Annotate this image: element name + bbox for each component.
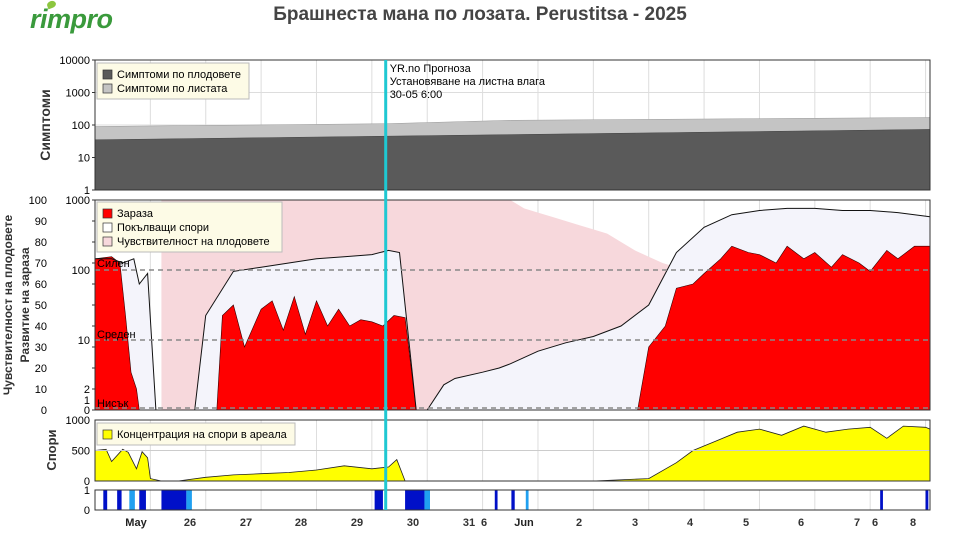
p2-right-tick-label: 1 xyxy=(84,395,90,407)
p1-tick-label: 10 xyxy=(78,153,90,165)
p4-tick-label: 0 xyxy=(84,505,90,517)
p2-left-tick-label: 50 xyxy=(35,300,47,312)
p3-legend-item: Концентрация на спори в ареала xyxy=(117,429,288,441)
p2-legend-item: Покълващи спори xyxy=(117,222,209,234)
p2-right-tick-label: 10 xyxy=(78,335,90,347)
leaf-wetness-bar xyxy=(525,490,529,510)
p2-left-tick-label: 60 xyxy=(35,279,47,291)
leaf-wetness-bar xyxy=(880,490,883,510)
x-tick-label: May xyxy=(125,517,147,529)
leaf-wetness-bar xyxy=(424,490,430,510)
leaf-wetness-bar xyxy=(186,490,192,510)
p2-left-tick-label: 40 xyxy=(35,321,47,333)
p2-legend-item: Чувствителност на плодовете xyxy=(117,236,270,248)
p1-tick-label: 1 xyxy=(84,185,90,197)
chart-title: Брашнеста мана по лозата. Perustitsa - 2… xyxy=(273,4,687,25)
x-tick-label: 8 xyxy=(910,517,916,529)
leaf-wetness-bar xyxy=(405,490,425,510)
forecast-label: 30-05 6:00 xyxy=(390,89,443,101)
leaf-wetness-bar xyxy=(103,490,108,510)
p1-legend: Симптоми по плодовете Симптоми по листата xyxy=(96,62,250,100)
x-tick-label: Jun xyxy=(514,517,534,529)
p2-right-tick-label: 1000 xyxy=(66,195,90,207)
leaf-wetness-bar xyxy=(511,490,515,510)
p3-ylabel: Спори xyxy=(44,429,59,470)
x-tick-label: 3 xyxy=(632,517,638,529)
leaf-wetness-bar xyxy=(374,490,383,510)
x-tick-label: 28 xyxy=(295,517,307,529)
p1-tick-label: 1000 xyxy=(66,88,90,100)
p1-legend-box xyxy=(96,62,250,100)
p3-tick-label: 1000 xyxy=(66,415,90,427)
p2-left-tick-label: 80 xyxy=(35,237,47,249)
risk-label: Силен xyxy=(97,258,130,270)
fruit-symptoms-area xyxy=(94,129,931,191)
p1-tick-label: 10000 xyxy=(59,55,90,67)
leaf-wetness-bar xyxy=(117,490,122,510)
p2-right-tick-label: 0 xyxy=(84,405,90,417)
forecast-label: YR.no Прогноза xyxy=(390,63,472,75)
p2-frame xyxy=(94,199,931,411)
p1-legend-swatch xyxy=(102,69,113,80)
p4-frame xyxy=(94,489,931,511)
x-tick-label: 6 xyxy=(798,517,804,529)
p2-left-tick-label: 20 xyxy=(35,363,47,375)
x-tick-label: 26 xyxy=(184,517,196,529)
p3-legend-box xyxy=(96,422,296,446)
p2-left-tick-label: 90 xyxy=(35,216,47,228)
p2-legend-swatch xyxy=(102,236,113,247)
forecast-label: Установяване на листна влага xyxy=(390,76,546,88)
x-tick-label: 7 xyxy=(854,517,860,529)
x-tick-label: 6 xyxy=(481,517,487,529)
x-tick-label: 2 xyxy=(576,517,582,529)
x-tick-label: 27 xyxy=(240,517,252,529)
leaf-wetness-bar xyxy=(161,490,187,510)
p1-legend-swatch xyxy=(102,83,113,94)
p1-frame xyxy=(94,59,931,191)
leaf-wetness-bar xyxy=(139,490,146,510)
p2-legend-item: Зараза xyxy=(117,208,154,220)
p2-left-tick-label: 0 xyxy=(41,405,47,417)
p2-ylabel-right: Развитие на зараза xyxy=(18,247,32,362)
p1-legend-item: Симптоми по листата xyxy=(117,83,228,95)
p3-tick-label: 0 xyxy=(84,476,90,488)
p2-legend-swatch xyxy=(102,222,113,233)
p2-right-tick-label: 2 xyxy=(84,384,90,396)
p2-ylabel-left: Чувствителност на плодовете xyxy=(1,215,15,396)
p3-tick-label: 500 xyxy=(72,446,90,458)
p2-left-tick-label: 30 xyxy=(35,342,47,354)
risk-label: Нисък xyxy=(97,398,128,410)
p1-ylabel: Симптоми xyxy=(37,89,53,161)
logo-text: rimpro xyxy=(30,4,113,34)
x-tick-label: 29 xyxy=(351,517,363,529)
p4-tick-label: 1 xyxy=(84,485,90,497)
leaf-wetness-bar xyxy=(925,490,929,510)
x-tick-label: 31 xyxy=(463,517,475,529)
risk-label: Среден xyxy=(97,329,136,341)
rimpro-logo[interactable]: rimpro xyxy=(30,0,113,35)
x-tick-label: 30 xyxy=(407,517,419,529)
p2-left-tick-label: 10 xyxy=(35,384,47,396)
p2-legend-swatch xyxy=(102,208,113,219)
leaf-wetness-bar xyxy=(129,490,135,510)
p2-legend: Зараза Покълващи спори Чувствителност на п… xyxy=(96,201,283,253)
p3-legend-swatch xyxy=(102,429,113,440)
p3-frame xyxy=(94,419,931,482)
p2-left-tick-label: 70 xyxy=(35,258,47,270)
p2-legend-box xyxy=(96,201,283,253)
leaf-wetness-bar xyxy=(494,490,498,510)
p3-legend: Концентрация на спори в ареала xyxy=(96,422,296,446)
x-tick-label: 6 xyxy=(872,517,878,529)
p1-tick-label: 100 xyxy=(72,120,90,132)
p2-right-tick-label: 100 xyxy=(72,265,90,277)
p1-legend-item: Симптоми по плодовете xyxy=(117,69,241,81)
x-tick-label: 5 xyxy=(743,517,749,529)
p2-left-tick-label: 100 xyxy=(29,195,47,207)
spore-concentration-area xyxy=(94,425,931,482)
x-tick-label: 4 xyxy=(687,517,694,529)
